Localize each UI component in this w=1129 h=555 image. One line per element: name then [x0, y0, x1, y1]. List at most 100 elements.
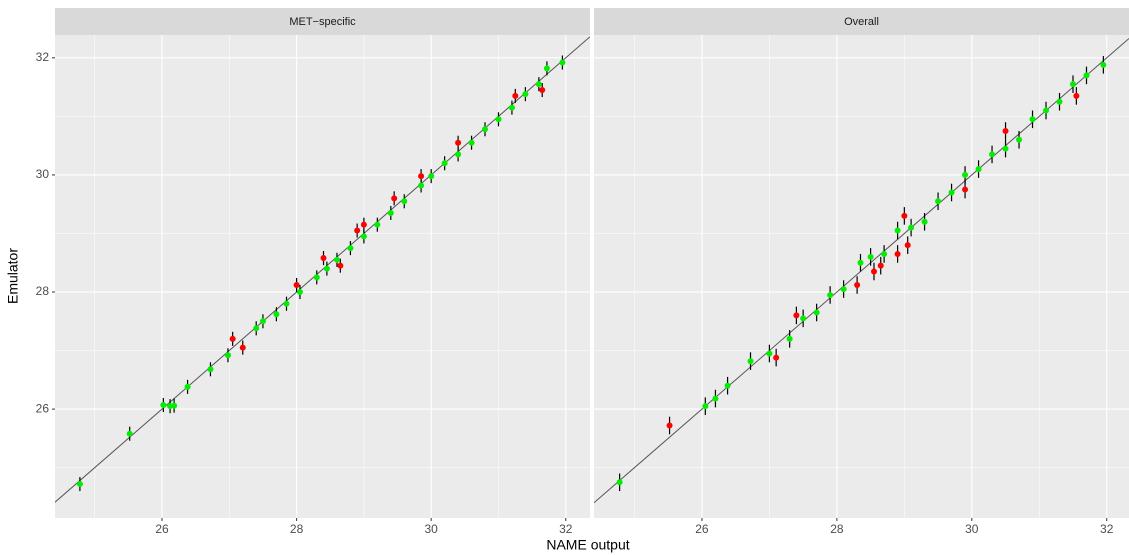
point	[160, 402, 167, 409]
point	[293, 281, 300, 288]
x-tick-label: 28	[290, 522, 304, 536]
point	[354, 227, 361, 234]
point	[418, 173, 425, 180]
point	[894, 250, 901, 257]
point	[543, 65, 550, 72]
point	[539, 87, 546, 94]
point	[877, 262, 884, 269]
point	[724, 382, 731, 389]
point	[989, 151, 996, 158]
panel-title: MET−specific	[289, 16, 356, 28]
y-axis-title: Emulator	[5, 248, 21, 304]
point	[962, 171, 969, 178]
point	[455, 151, 462, 158]
point	[1043, 107, 1050, 114]
point	[76, 481, 83, 488]
point	[800, 315, 807, 322]
point	[273, 311, 280, 318]
point	[1029, 116, 1036, 123]
x-tick-label: 26	[155, 522, 169, 536]
point	[813, 309, 820, 316]
panel-title: Overall	[844, 16, 879, 28]
point	[512, 92, 519, 99]
point	[184, 383, 191, 390]
point	[468, 139, 475, 146]
y-tick-label: 32	[36, 50, 50, 64]
panel-background	[55, 35, 590, 518]
point	[935, 198, 942, 205]
point	[455, 139, 462, 146]
point	[904, 242, 911, 249]
point	[323, 265, 330, 272]
point	[229, 335, 236, 342]
reference-line	[594, 38, 1129, 504]
reference-line	[55, 36, 590, 503]
x-tick-label: 30	[965, 522, 979, 536]
point	[881, 250, 888, 257]
point	[1016, 136, 1023, 143]
point	[522, 91, 529, 98]
point	[253, 325, 260, 332]
point	[766, 350, 773, 357]
x-tick-label: 28	[830, 522, 844, 536]
strip	[594, 8, 1129, 35]
point	[559, 59, 566, 66]
point	[535, 81, 542, 88]
point	[508, 104, 515, 111]
point	[360, 233, 367, 240]
point	[867, 253, 874, 260]
point	[870, 268, 877, 275]
point	[901, 212, 908, 219]
point	[259, 318, 266, 325]
point	[347, 245, 354, 252]
point	[283, 300, 290, 307]
point	[786, 335, 793, 342]
point	[482, 126, 489, 133]
point	[666, 422, 673, 429]
point	[1056, 98, 1063, 105]
point	[337, 262, 344, 269]
y-tick-label: 26	[36, 401, 50, 415]
point	[840, 286, 847, 293]
x-tick-label: 32	[1100, 522, 1114, 536]
point	[387, 209, 394, 216]
point	[1070, 81, 1077, 88]
point	[854, 281, 861, 288]
x-tick-label: 32	[559, 522, 573, 536]
strip	[55, 8, 590, 35]
point	[391, 195, 398, 202]
point	[495, 116, 502, 123]
y-tick-label: 30	[36, 167, 50, 181]
point	[126, 430, 133, 437]
point	[962, 186, 969, 193]
point	[747, 358, 754, 365]
point	[1002, 145, 1009, 152]
panel-background	[594, 35, 1129, 518]
point	[207, 366, 214, 373]
point	[702, 403, 709, 410]
point	[1002, 128, 1009, 135]
point	[857, 259, 864, 266]
point	[401, 198, 408, 205]
point	[360, 221, 367, 228]
point	[1073, 92, 1080, 99]
x-axis-title: NAME output	[546, 537, 629, 553]
point	[616, 479, 623, 486]
point	[313, 274, 320, 281]
point	[948, 189, 955, 196]
point	[224, 352, 231, 359]
x-tick-label: 26	[695, 522, 709, 536]
point	[171, 402, 178, 409]
point	[374, 221, 381, 228]
point	[773, 354, 780, 361]
point	[793, 312, 800, 319]
point	[320, 255, 327, 262]
point	[418, 182, 425, 189]
y-tick-label: 28	[36, 284, 50, 298]
point	[975, 166, 982, 173]
point	[712, 395, 719, 402]
point	[239, 344, 246, 351]
point	[1083, 72, 1090, 79]
point	[428, 173, 435, 180]
point	[894, 227, 901, 234]
